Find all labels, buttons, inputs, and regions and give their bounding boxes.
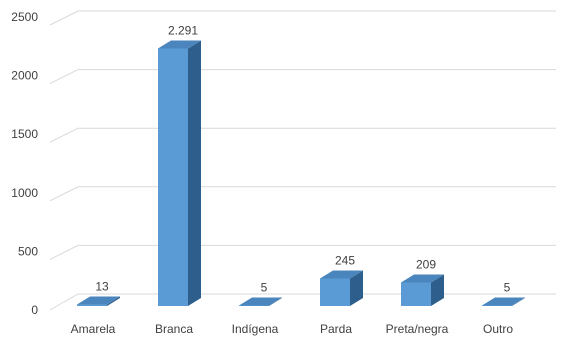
bar-front bbox=[401, 282, 431, 306]
bar bbox=[239, 297, 282, 306]
bar-top bbox=[401, 274, 444, 283]
y-tick-label: 2000 bbox=[11, 69, 38, 83]
bar-front bbox=[77, 304, 107, 306]
data-label: 2.291 bbox=[168, 23, 198, 37]
data-label: 13 bbox=[95, 280, 109, 294]
gridline bbox=[49, 10, 556, 26]
x-category-label: Parda bbox=[320, 322, 352, 336]
x-category-label: Preta/negra bbox=[386, 322, 449, 336]
bar-top bbox=[158, 40, 201, 49]
y-tick-label: 0 bbox=[31, 303, 38, 317]
gridline bbox=[49, 293, 556, 311]
bar-side bbox=[431, 274, 444, 306]
bar-top bbox=[320, 270, 363, 279]
y-axis-ticks: 0 500 1000 1500 2000 2500 bbox=[11, 10, 38, 317]
bar-top bbox=[482, 297, 525, 306]
x-category-label: Outro bbox=[483, 322, 513, 336]
bar-front bbox=[482, 305, 512, 306]
data-label: 5 bbox=[261, 280, 268, 294]
bar bbox=[482, 297, 525, 306]
bar-front bbox=[158, 48, 188, 306]
bar bbox=[158, 40, 201, 306]
bar bbox=[320, 270, 363, 306]
gridline bbox=[49, 244, 556, 260]
x-category-label: Indígena bbox=[232, 322, 279, 336]
x-category-label: Amarela bbox=[71, 322, 116, 336]
bar-top bbox=[239, 297, 282, 306]
data-label: 209 bbox=[416, 258, 436, 272]
bar-side bbox=[269, 297, 282, 306]
gridline bbox=[49, 69, 556, 85]
y-tick-label: 2500 bbox=[11, 10, 38, 24]
bar-front bbox=[239, 305, 269, 306]
bar-side bbox=[188, 40, 201, 306]
y-tick-label: 500 bbox=[18, 244, 38, 258]
bar-front bbox=[320, 278, 350, 306]
data-labels: 13 2.291 5 245 209 5 bbox=[95, 23, 510, 294]
gridlines bbox=[49, 10, 556, 311]
gridline bbox=[49, 127, 556, 143]
data-label: 245 bbox=[335, 253, 355, 267]
bar-side bbox=[512, 297, 525, 306]
bar-side bbox=[350, 270, 363, 306]
gridline bbox=[49, 186, 556, 202]
x-axis-categories: Amarela Branca Indígena Parda Preta/negra Out… bbox=[71, 322, 514, 336]
bar-side bbox=[107, 296, 120, 306]
x-category-label: Branca bbox=[155, 322, 193, 336]
bars bbox=[77, 40, 525, 306]
y-tick-label: 1000 bbox=[11, 186, 38, 200]
data-label: 5 bbox=[504, 280, 511, 294]
bar-top bbox=[77, 296, 120, 305]
bar bbox=[77, 296, 120, 306]
bar bbox=[401, 274, 444, 306]
y-tick-label: 1500 bbox=[11, 127, 38, 141]
